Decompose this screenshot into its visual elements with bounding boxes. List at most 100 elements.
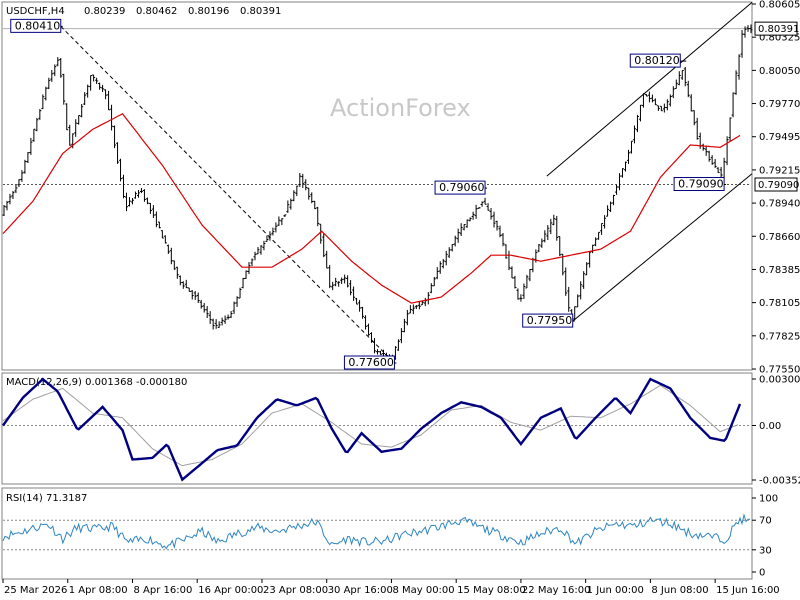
x-tick-label: 8 Jun 08:00 xyxy=(651,585,708,596)
candle xyxy=(196,292,200,304)
candle xyxy=(650,94,654,103)
candle xyxy=(659,105,663,112)
candle xyxy=(172,260,176,270)
candle xyxy=(549,218,553,235)
x-tick-label: 8 May 00:00 xyxy=(392,585,454,596)
rsi-tick-label: 100 xyxy=(759,494,778,505)
candle xyxy=(151,205,155,219)
candle xyxy=(725,136,729,166)
candle xyxy=(217,321,221,328)
ohlc-low: 0.80196 xyxy=(188,6,229,17)
x-tick-label: 22 May 16:00 xyxy=(522,585,591,596)
candle xyxy=(734,70,738,95)
candle xyxy=(250,258,254,267)
candle xyxy=(47,77,51,90)
rsi-level-lines xyxy=(3,519,751,551)
x-tick-label: 16 Apr 00:00 xyxy=(198,585,263,596)
candle xyxy=(235,296,239,307)
candle xyxy=(280,218,284,226)
ohlc-close: 0.80391 xyxy=(240,6,281,17)
trend-line-2 xyxy=(546,2,753,177)
candle xyxy=(229,310,233,319)
candle xyxy=(364,315,368,330)
price-annotation-0: 0.80410 xyxy=(10,18,63,33)
candle xyxy=(373,338,377,354)
candle xyxy=(674,79,678,90)
candle xyxy=(665,99,669,111)
candle xyxy=(719,166,723,179)
candle xyxy=(166,244,170,254)
candle xyxy=(456,228,460,243)
candle xyxy=(340,277,344,284)
candle xyxy=(205,306,209,319)
candle xyxy=(420,300,424,306)
macd-main-line xyxy=(2,377,742,482)
x-tick-label: 23 Apr 08:00 xyxy=(263,585,328,596)
candle xyxy=(241,277,245,289)
candle xyxy=(193,291,197,300)
moving-average xyxy=(2,113,741,304)
candle xyxy=(286,200,290,213)
candle xyxy=(495,220,499,231)
candle xyxy=(74,119,78,137)
candle xyxy=(262,240,266,251)
price-tick-label: 0.80325 xyxy=(759,33,800,44)
candle xyxy=(304,179,308,191)
candle xyxy=(2,205,6,217)
candle xyxy=(564,267,568,296)
candle xyxy=(247,262,251,275)
candle xyxy=(435,267,439,280)
candle xyxy=(370,332,374,343)
candle xyxy=(438,261,442,274)
price-annotation-3: 0.77950 xyxy=(522,313,575,328)
candle xyxy=(208,311,212,324)
candle xyxy=(307,187,311,200)
candle xyxy=(692,110,696,126)
candle xyxy=(83,92,87,106)
candle xyxy=(662,103,666,113)
candle xyxy=(462,224,466,231)
candle xyxy=(546,225,550,241)
candle xyxy=(11,190,15,200)
candle xyxy=(328,264,332,289)
price-y-axis: 0.80605 0.80325 0.80050 0.79770 0.79495 0.792… xyxy=(752,0,800,376)
candle xyxy=(552,214,556,226)
candle xyxy=(444,250,448,266)
candle xyxy=(417,301,421,310)
candle xyxy=(56,57,60,67)
candle xyxy=(92,74,96,82)
candle xyxy=(310,192,314,204)
candle xyxy=(471,211,475,220)
candle xyxy=(148,202,152,214)
rsi-line xyxy=(2,512,750,550)
price-annotation-5: 0.79090 xyxy=(673,177,727,192)
candle xyxy=(677,71,681,86)
candle xyxy=(104,89,108,100)
candle xyxy=(256,247,260,255)
candle xyxy=(558,236,562,257)
candle xyxy=(588,251,592,268)
ohlc-high: 0.80462 xyxy=(136,6,177,17)
candle xyxy=(292,190,296,202)
candle xyxy=(429,283,433,294)
candle xyxy=(169,247,173,265)
candle xyxy=(101,84,105,93)
candle xyxy=(707,150,711,162)
candle xyxy=(537,244,541,253)
candle xyxy=(145,197,149,205)
candle xyxy=(334,277,338,287)
candle xyxy=(600,222,604,235)
price-annotation-1: 0.77600 xyxy=(343,355,397,370)
candle xyxy=(32,128,36,142)
candle xyxy=(184,279,188,289)
macd-tick-label: 0.00 xyxy=(759,421,781,432)
candle xyxy=(113,125,117,149)
candle xyxy=(540,238,544,248)
candle xyxy=(432,276,436,287)
x-axis: 25 Mar 2026 1 Apr 08:00 8 Apr 16:00 16 Apr … xyxy=(2,579,780,596)
candle xyxy=(346,275,350,288)
symbol-header: USDCHF,H4 xyxy=(6,6,65,17)
candle xyxy=(656,105,660,111)
candle xyxy=(450,244,454,252)
trend-line-1 xyxy=(572,173,753,322)
